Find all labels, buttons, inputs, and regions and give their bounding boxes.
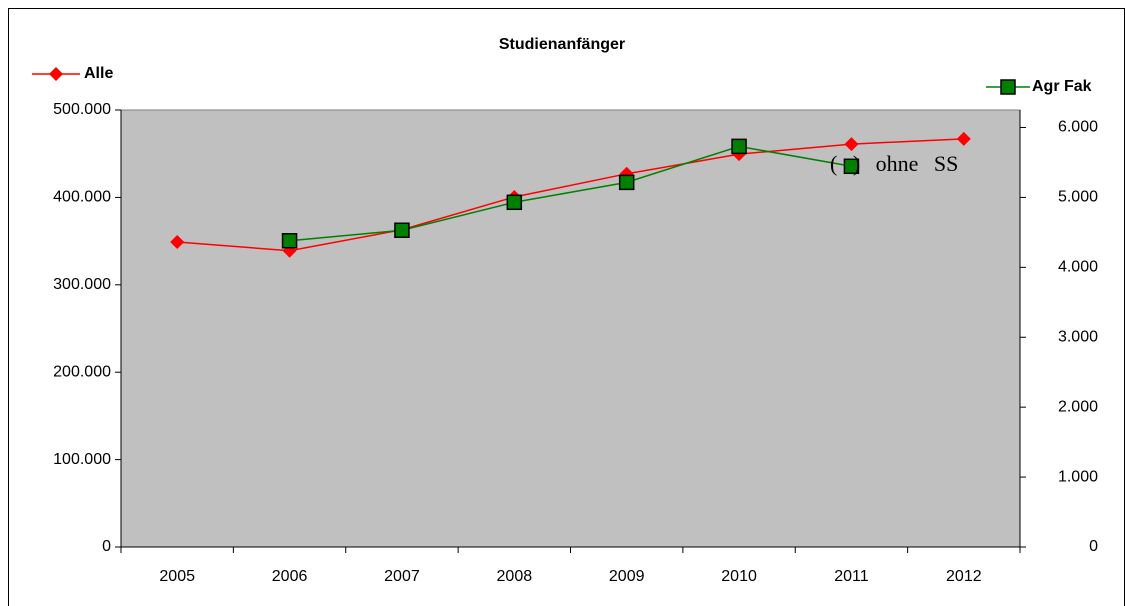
series-line: [289, 145, 852, 242]
x-tick-label: 2005: [159, 568, 195, 585]
y-tick-label: 200.000: [53, 363, 111, 380]
y2-tick-label: 5.000: [1058, 189, 1098, 206]
legend-marker: [49, 67, 63, 81]
legend-label: Agr Fak: [1032, 78, 1092, 95]
y-tick-label: 300.000: [53, 276, 111, 293]
legend-label: Alle: [84, 65, 113, 82]
x-tick-label: 2011: [834, 568, 869, 585]
y-tick-label: 500.000: [53, 101, 111, 118]
y-tick-label: 0: [102, 538, 111, 555]
y2-tick-label: 0: [1089, 538, 1098, 555]
y-tick-label: 400.000: [53, 189, 111, 206]
x-tick-label: 2010: [721, 568, 757, 585]
marker: [394, 222, 410, 239]
marker: [956, 131, 971, 146]
marker: [731, 138, 747, 155]
marker: [170, 234, 185, 249]
x-tick-label: 2009: [609, 568, 645, 585]
plot-area: [120, 109, 1021, 548]
marker: [281, 233, 298, 249]
y-tick-label: 100.000: [53, 451, 111, 468]
chart-title: Studienanfänger: [499, 36, 625, 53]
x-tick-label: 2012: [946, 568, 982, 585]
x-tick-label: 2006: [272, 568, 308, 585]
y2-tick-label: 6.000: [1058, 119, 1098, 136]
y2-tick-label: 1.000: [1058, 468, 1098, 485]
marker: [618, 174, 635, 191]
y2-tick-label: 2.000: [1058, 398, 1098, 415]
marker: [844, 137, 859, 152]
series-line: [177, 138, 964, 252]
legend-marker: [1000, 79, 1016, 95]
y2-tick-label: 3.000: [1058, 328, 1098, 345]
y2-tick-label: 4.000: [1058, 259, 1098, 276]
marker: [506, 194, 523, 211]
annotation: ( ) ohne SS: [830, 151, 958, 176]
marker: [843, 158, 860, 175]
x-tick-label: 2008: [497, 568, 533, 585]
x-tick-label: 2007: [384, 568, 420, 585]
